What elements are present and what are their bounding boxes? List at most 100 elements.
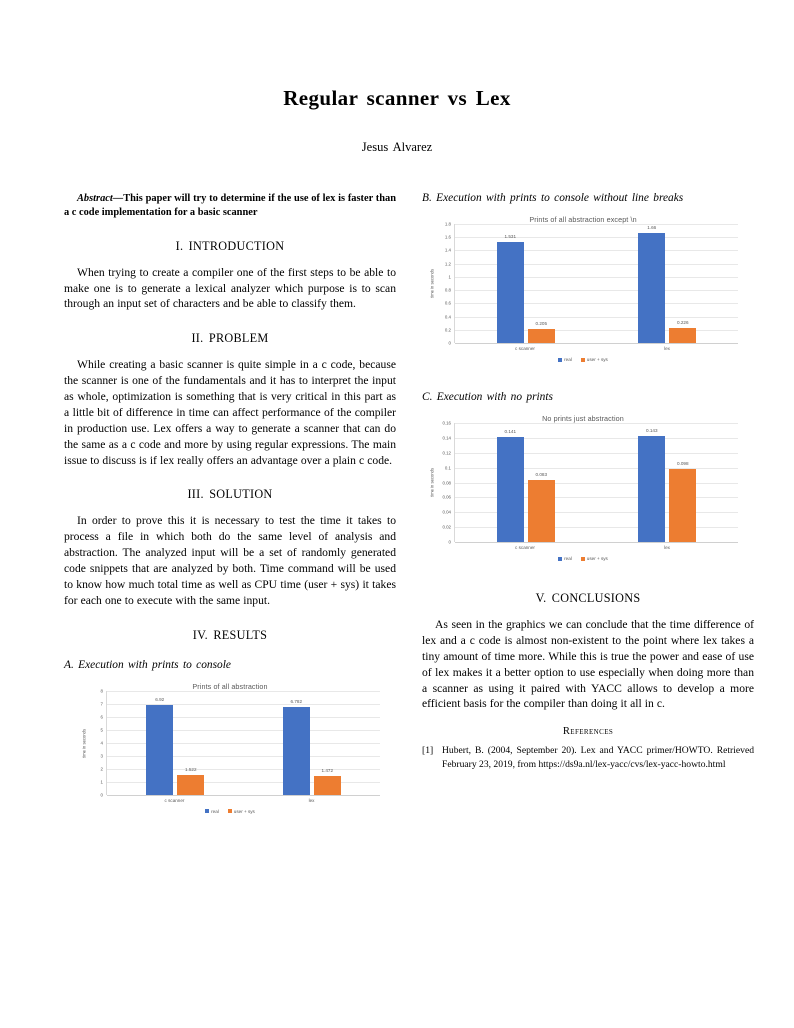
section-body-conclusions: As seen in the graphics we can conclude … <box>422 618 754 711</box>
legend-swatch-icon <box>580 556 585 561</box>
chart-a: Prints of all abstraction time in seconds… <box>80 676 380 827</box>
page-title: Regular scanner vs Lex <box>283 86 511 110</box>
bar-value-label: 1.66 <box>647 225 657 231</box>
y-tick-label: 0 <box>100 792 103 798</box>
y-tick-label: 0.16 <box>442 420 451 426</box>
bars-container: 6.92 1.522 6.782 1.472 <box>107 691 380 795</box>
y-tick-label: 0.8 <box>444 287 451 293</box>
legend-label: user + sys <box>586 556 608 561</box>
bar-value-label: 1.531 <box>504 233 517 239</box>
section-heading-conclusions: V. CONCLUSIONS <box>535 591 641 605</box>
chart-legend: real user + sys <box>428 351 738 362</box>
bar-real[interactable]: 6.782 <box>282 699 310 795</box>
gridline <box>455 467 738 469</box>
gridline <box>455 290 738 292</box>
legend-item[interactable]: user + sys <box>580 357 608 362</box>
y-axis-ticks: 0 1 2 3 4 5 6 7 8 <box>88 688 106 798</box>
legend-item[interactable]: real <box>558 357 572 362</box>
bar-value-label: 0.143 <box>646 427 658 433</box>
gridline <box>455 482 738 484</box>
left-column: Abstract—This paper will try to determin… <box>64 192 396 827</box>
legend-swatch-icon <box>558 556 563 561</box>
y-tick-label: 1.2 <box>444 261 451 267</box>
subsection-heading-a: A. Execution with prints to console <box>64 658 231 671</box>
gridline <box>107 742 380 744</box>
y-tick-label: 0 <box>448 539 451 545</box>
bar-user-sys[interactable]: 1.472 <box>313 768 341 795</box>
y-tick-label: 3 <box>100 753 103 759</box>
section-heading-problem: II. PROBLEM <box>191 331 269 346</box>
section-heading-results: IV. RESULTS <box>192 627 268 642</box>
chart-plot-area: time in seconds 0 0.02 0.04 0.06 0.08 0.1 0.12 0… <box>428 420 738 545</box>
y-tick-label: 1.4 <box>444 247 451 253</box>
legend-item[interactable]: real <box>205 809 219 814</box>
bar-user-sys[interactable]: 0.226 <box>669 320 697 343</box>
gridline <box>107 703 380 705</box>
bar-real[interactable]: 1.66 <box>638 225 666 343</box>
legend-item[interactable]: user + sys <box>227 808 255 814</box>
bar-real[interactable]: 0.143 <box>638 428 666 542</box>
legend-swatch-icon <box>580 357 585 362</box>
x-axis-category-labels: c scanner lex <box>454 542 738 550</box>
y-tick-label: 1.8 <box>444 221 451 227</box>
gridline <box>455 437 738 439</box>
chart-plot: 0.141 0.083 0.143 0.098 <box>454 423 738 543</box>
chart-c: No prints just abstraction time in second… <box>428 409 738 574</box>
author-name: Jesus Alvarez <box>361 140 433 154</box>
bar-value-label: 0.098 <box>677 461 689 467</box>
y-tick-label: 2 <box>100 766 103 772</box>
gridline <box>455 497 738 499</box>
chart-plot: 6.92 1.522 6.782 1.472 <box>106 690 380 796</box>
section-heading-introduction: I. INTRODUCTION <box>175 238 285 253</box>
bar-user-sys[interactable]: 0.083 <box>527 472 555 542</box>
bar-value-label: 0.141 <box>504 429 517 435</box>
y-tick-label: 5 <box>100 727 103 733</box>
chart-legend: real user + sys <box>428 550 738 561</box>
gridline <box>107 716 380 718</box>
gridline <box>107 690 380 692</box>
legend-item[interactable]: user + sys <box>580 556 608 561</box>
bar-group: 6.782 1.472 <box>244 691 381 795</box>
bar-value-label: 6.92 <box>155 696 165 702</box>
abstract-body: This paper will try to determine if the … <box>64 193 396 218</box>
y-axis-title: time in seconds <box>429 268 435 299</box>
gridline <box>455 423 738 424</box>
references-heading: References <box>562 726 614 738</box>
x-tick-label: c scanner <box>515 545 535 550</box>
bar-user-sys[interactable]: 0.098 <box>669 461 697 542</box>
legend-label: user + sys <box>233 808 255 814</box>
bar-group: 1.66 0.226 <box>597 224 739 343</box>
chart-title: Prints of all abstraction <box>192 681 268 691</box>
gridline <box>455 316 738 318</box>
bar-real[interactable]: 1.531 <box>496 234 524 343</box>
gridline <box>455 343 738 344</box>
gridline <box>455 512 738 514</box>
chart-title: No prints just abstraction <box>542 414 624 423</box>
abstract: Abstract—This paper will try to determin… <box>64 192 396 220</box>
reference-text: Hubert, B. (2004, September 20). Lex and… <box>442 745 754 770</box>
subsection-heading-b: B. Execution with prints to console with… <box>422 192 684 204</box>
body-columns: Abstract—This paper will try to determin… <box>64 192 754 827</box>
y-tick-label: 0.14 <box>442 435 451 441</box>
y-tick-label: 7 <box>100 701 103 707</box>
y-tick-label: 6 <box>100 714 103 720</box>
y-axis-title: time in seconds <box>81 728 87 758</box>
gridline <box>455 276 738 278</box>
y-tick-label: 0.02 <box>442 524 451 530</box>
y-tick-label: 0.2 <box>444 327 451 333</box>
x-axis-category-labels: c scanner lex <box>454 343 738 351</box>
bar-real[interactable]: 6.92 <box>146 697 174 795</box>
gridline <box>107 729 380 731</box>
legend-item[interactable]: real <box>558 556 572 561</box>
y-axis-ticks: 0 0.02 0.04 0.06 0.08 0.1 0.12 0.14 0.16 <box>436 420 454 545</box>
bar-user-sys[interactable]: 1.522 <box>177 767 205 795</box>
bar-group: 1.531 0.205 <box>455 224 597 343</box>
bar-real[interactable]: 0.141 <box>496 429 524 542</box>
bar-user-sys[interactable]: 0.205 <box>527 321 555 343</box>
chart-plot-area: time in seconds 0 0.2 0.4 0.6 0.8 1 1.2 1.4 1.6 1.… <box>428 221 739 346</box>
gridline <box>107 755 380 757</box>
y-tick-label: 0 <box>448 340 451 346</box>
gridline <box>455 452 738 454</box>
y-tick-label: 4 <box>100 740 103 746</box>
